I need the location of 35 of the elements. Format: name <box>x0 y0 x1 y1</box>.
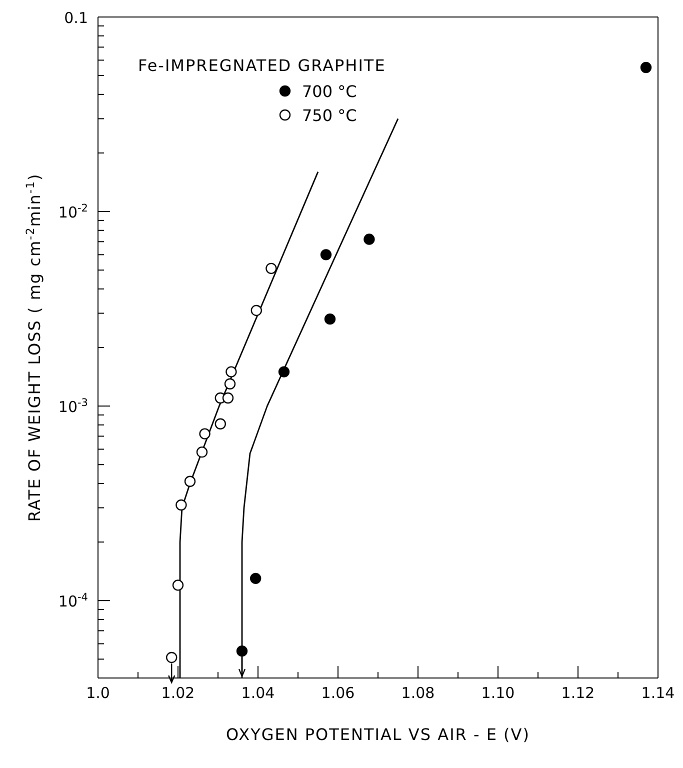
point <box>214 418 226 430</box>
x-tick-label: 1.14 <box>641 684 675 702</box>
point <box>640 62 652 74</box>
point <box>184 476 196 487</box>
x-tick-label: 1.0 <box>86 684 110 702</box>
y-tick-label: 0.1 <box>64 9 88 27</box>
point <box>226 366 237 378</box>
point <box>199 428 210 440</box>
point <box>250 572 262 584</box>
x-tick-label: 1.04 <box>241 684 275 702</box>
y-tick-label: 10$^{-3}$ <box>58 397 88 416</box>
y-tick-label: 10$^{-2}$ <box>58 202 88 222</box>
x-tick-label: 1.08 <box>401 684 435 702</box>
point <box>222 392 234 404</box>
point <box>320 249 332 260</box>
point <box>176 499 187 511</box>
point <box>250 304 262 316</box>
legend-title: Fe-IMPREGNATED GRAPHITE <box>138 56 386 75</box>
x-tick-label: 1.10 <box>481 684 515 702</box>
point <box>224 378 236 390</box>
point <box>166 652 178 664</box>
x-tick-label: 1.12 <box>561 684 595 702</box>
x-axis-title: OXYGEN POTENTIAL VS AIR - E (V) <box>226 725 530 744</box>
x-tick-label: 1.06 <box>321 684 355 702</box>
point <box>172 580 184 591</box>
legend-label: 700 °C <box>302 82 357 100</box>
point <box>364 234 375 245</box>
x-tick-label: 1.02 <box>161 684 195 702</box>
point <box>196 446 208 458</box>
y-tick-label: 10$^{-4}$ <box>58 592 88 611</box>
point <box>324 313 336 325</box>
point <box>236 645 248 657</box>
point <box>266 262 277 274</box>
legend-label: 750 °C <box>302 106 357 124</box>
point <box>278 366 290 378</box>
